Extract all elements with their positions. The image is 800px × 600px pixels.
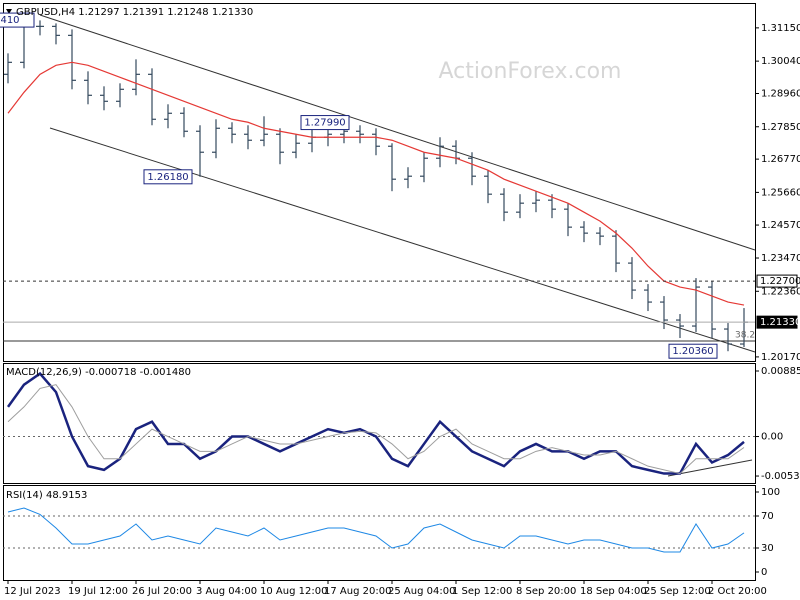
y-tick-label: 1.24570 (761, 220, 800, 231)
annotation-box (300, 115, 350, 131)
annotation-box (0, 12, 35, 28)
price-level-label: 1.22700 (760, 276, 800, 287)
y-tick-label: 1.31150 (761, 23, 800, 34)
x-tick-label: 17 Aug 20:00 (324, 586, 391, 597)
y-tick-label: 1.20170 (761, 352, 800, 363)
panel-title: GBPUSD,H4 1.21297 1.21391 1.21248 1.2133… (16, 7, 253, 18)
y-tick-label: 1.30040 (761, 56, 800, 67)
moving-average (7, 61, 745, 306)
y-tick-label: 0.00885 (761, 366, 800, 377)
price-panel (3, 3, 756, 362)
annotation-label: 1.20360 (672, 346, 713, 357)
rsi-panel (3, 485, 756, 581)
watermark: ActionForex.com (439, 59, 622, 84)
annotation-label: 1.26180 (147, 172, 188, 183)
y-tick-label: -0.005334 (761, 471, 800, 482)
x-tick-label: 25 Sep 12:00 (644, 586, 711, 597)
x-tick-label: 19 Jul 12:00 (68, 586, 128, 597)
annotation-label: 1.27990 (304, 118, 345, 129)
x-tick-label: 26 Jul 20:00 (132, 586, 192, 597)
y-tick-label: 1.27850 (761, 122, 800, 133)
channel-upper (39, 14, 756, 251)
x-tick-label: 10 Aug 12:00 (260, 586, 327, 597)
x-tick-label: 8 Sep 20:00 (516, 586, 576, 597)
macd-trendline (667, 459, 753, 477)
x-tick-label: 12 Jul 2023 (4, 586, 61, 597)
x-tick-label: 18 Sep 04:00 (580, 586, 647, 597)
x-tick-label: 2 Oct 20:00 (708, 586, 767, 597)
panel-title: MACD(12,26,9) -0.000718 -0.001480 (6, 367, 191, 378)
y-tick-label: 100 (761, 487, 780, 498)
fib-label: 38.2 (735, 331, 755, 341)
y-tick-label: 30 (761, 543, 774, 554)
x-tick-label: 25 Aug 04:00 (388, 586, 455, 597)
y-tick-label: 1.26770 (761, 154, 800, 165)
y-tick-label: 70 (761, 511, 774, 522)
series-line (7, 507, 745, 553)
channel-lower (49, 127, 756, 353)
series-line (6, 371, 745, 475)
y-tick-label: 0 (761, 567, 767, 578)
panel-title: RSI(14) 48.9153 (6, 490, 87, 501)
price-level-box (756, 274, 798, 288)
annotation-box (668, 343, 718, 359)
y-tick-label: 1.23470 (761, 253, 800, 264)
series-line (7, 384, 745, 475)
y-tick-label: 1.25660 (761, 187, 800, 198)
annotation-box (143, 169, 193, 185)
price-level-label: 1.21330 (760, 317, 800, 328)
x-tick-label: 1 Sep 12:00 (452, 586, 512, 597)
header-arrow (6, 9, 12, 14)
y-tick-label: 1.22360 (761, 286, 800, 297)
x-tick-label: 3 Aug 04:00 (196, 586, 257, 597)
y-tick-label: 0.00 (761, 432, 783, 443)
price-level-box (756, 315, 798, 329)
annotation-label: 410 (0, 15, 19, 26)
macd-panel (3, 363, 756, 484)
y-tick-label: 1.28960 (761, 88, 800, 99)
